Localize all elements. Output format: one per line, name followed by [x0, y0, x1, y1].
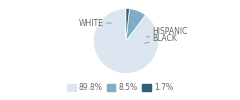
Text: BLACK: BLACK	[145, 34, 177, 43]
Text: WHITE: WHITE	[79, 19, 111, 28]
Wedge shape	[126, 8, 129, 41]
Wedge shape	[126, 9, 145, 41]
Text: HISPANIC: HISPANIC	[146, 27, 187, 37]
Wedge shape	[94, 8, 158, 74]
Legend: 89.8%, 8.5%, 1.7%: 89.8%, 8.5%, 1.7%	[64, 80, 176, 95]
